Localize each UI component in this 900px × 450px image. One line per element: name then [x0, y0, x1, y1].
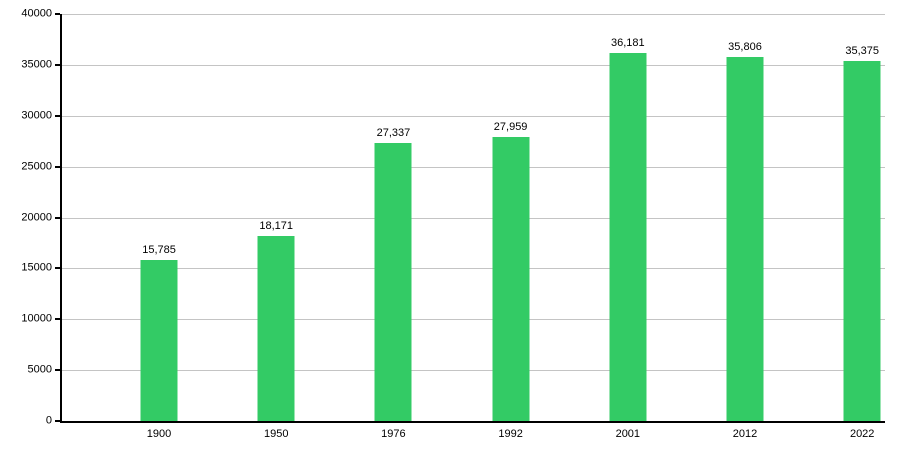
- y-axis-label: 35000: [21, 58, 52, 71]
- y-axis-label: 10000: [21, 312, 52, 325]
- y-axis-label: 30000: [21, 109, 52, 122]
- bar-value-label: 18,171: [259, 220, 294, 233]
- gridline: [62, 64, 885, 66]
- x-axis-label: 2012: [732, 428, 758, 440]
- y-axis-label: 25000: [21, 160, 52, 173]
- gridline: [62, 319, 885, 321]
- y-axis-label: 40000: [21, 7, 52, 20]
- y-axis-tick: [55, 318, 60, 321]
- bar: [726, 56, 764, 421]
- y-axis-tick: [55, 165, 60, 168]
- x-axis-label: 1950: [263, 428, 289, 440]
- gridline: [62, 115, 885, 117]
- bar-value-label: 15,785: [142, 244, 176, 257]
- y-axis-tick: [55, 369, 60, 372]
- y-axis-tick: [55, 420, 60, 422]
- bar-value-label: 35,806: [728, 40, 762, 53]
- x-axis-label: 1900: [146, 428, 172, 440]
- bar: [843, 61, 881, 421]
- plot-area: 0 5000 10000 15000 20000 25000 30000 35000 40000…: [21, 8, 885, 440]
- gridline: [62, 166, 885, 168]
- bar: [257, 236, 295, 421]
- x-axis-label: 1976: [381, 428, 406, 440]
- gridline: [62, 370, 885, 372]
- y-axis-tick: [55, 267, 60, 270]
- gridline: [62, 14, 885, 15]
- bar-value-label: 27,959: [493, 120, 528, 133]
- y-axis-tick: [55, 13, 60, 15]
- bar-value-label: 35,375: [845, 45, 880, 58]
- y-axis-tick: [55, 63, 60, 66]
- gridline: [62, 217, 885, 219]
- bar: [140, 260, 178, 421]
- bar: [492, 136, 530, 421]
- y-axis-label: 0: [45, 414, 52, 427]
- bar: [609, 52, 647, 421]
- y-axis-label: 5000: [27, 363, 52, 376]
- y-axis-tick: [55, 114, 60, 117]
- x-axis-label: 1992: [498, 428, 523, 440]
- bar-value-label: 27,337: [376, 126, 411, 139]
- y-axis-label: 20000: [21, 211, 52, 223]
- y-axis-tick: [55, 216, 60, 219]
- x-axis-label: 2001: [615, 428, 641, 440]
- x-axis-label: 2022: [849, 428, 875, 440]
- bar-value-label: 36,181: [610, 36, 645, 49]
- y-axis-label: 15000: [21, 261, 52, 274]
- gridline: [62, 268, 885, 270]
- bar: [374, 142, 412, 421]
